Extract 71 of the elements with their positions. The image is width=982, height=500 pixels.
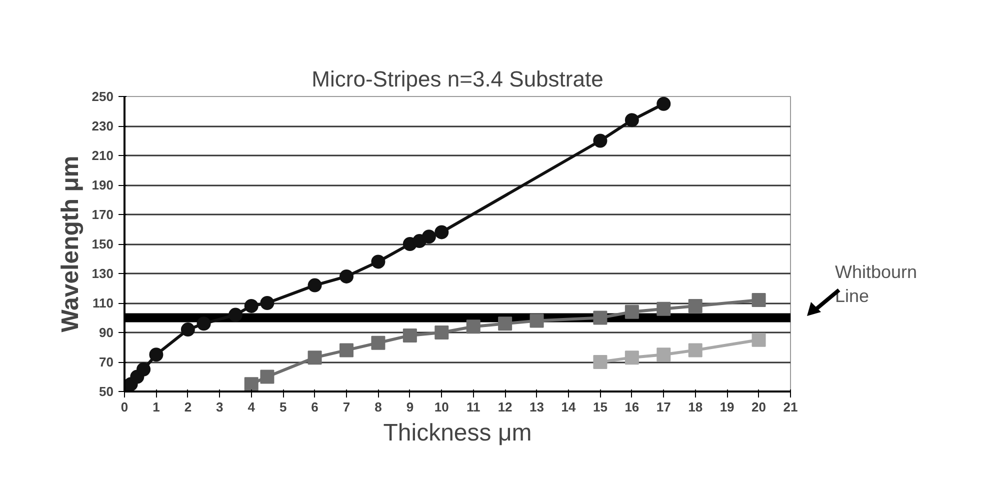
y-tick-label: 90 [99, 325, 114, 340]
point [371, 336, 386, 350]
point [136, 362, 151, 376]
y-tick-label: 210 [92, 148, 114, 163]
point [228, 308, 242, 322]
point [656, 302, 671, 316]
point [656, 96, 671, 111]
x-tick-label: 1 [152, 400, 160, 414]
point [434, 225, 449, 240]
x-tick-label: 15 [592, 400, 608, 414]
x-tick-label: 0 [120, 400, 128, 414]
x-tick-label: 12 [498, 400, 512, 414]
x-tick-label: 17 [656, 400, 671, 414]
point [624, 304, 639, 319]
x-tick-label: 2 [184, 400, 192, 414]
point [260, 296, 274, 310]
point [624, 113, 639, 128]
point [688, 298, 702, 313]
point [244, 377, 258, 392]
x-tick-label: 8 [374, 400, 382, 414]
x-tick-label: 9 [406, 400, 414, 414]
x-tick-label: 10 [434, 400, 449, 414]
y-tick-label: 250 [92, 89, 114, 104]
point [593, 310, 608, 325]
point [308, 278, 322, 292]
x-tick-label: 6 [311, 400, 318, 414]
point [530, 314, 544, 328]
point [149, 348, 164, 362]
y-tick-label: 130 [92, 266, 114, 281]
point [593, 355, 608, 369]
point [371, 254, 386, 269]
x-tick-label: 13 [530, 400, 544, 414]
point [422, 230, 436, 244]
y-tick-label: 230 [92, 118, 114, 134]
point [752, 332, 766, 347]
x-axis-title: Thickness μm [383, 420, 532, 446]
y-tick-label: 190 [92, 178, 114, 192]
x-tick-label: 21 [783, 400, 798, 414]
point [656, 348, 671, 362]
x-tick-label: 7 [342, 400, 350, 414]
point [340, 269, 354, 284]
x-tick-label: 16 [624, 400, 640, 414]
y-tick-label: 150 [92, 236, 114, 252]
point [498, 316, 512, 331]
y-tick-label: 110 [92, 296, 114, 310]
y-tick-label: 70 [99, 354, 114, 370]
y-axis-title: Wavelength μm [56, 156, 84, 332]
x-tick-label: 3 [216, 400, 224, 414]
x-tick-label: 14 [561, 400, 576, 414]
x-tick-label: 4 [248, 400, 256, 414]
point [340, 343, 354, 358]
point [308, 350, 322, 365]
x-tick-label: 5 [279, 400, 287, 414]
chart-title: Micro-Stripes n=3.4 Substrate [312, 66, 604, 92]
y-tick-label: 50 [99, 384, 114, 399]
point [624, 350, 639, 365]
point [593, 134, 608, 148]
point [402, 328, 417, 342]
point [466, 320, 480, 334]
x-tick-label: 20 [752, 400, 766, 414]
x-tick-label: 11 [466, 400, 480, 414]
point [196, 316, 211, 331]
x-tick-label: 18 [688, 400, 703, 414]
point [244, 298, 258, 313]
point [752, 293, 766, 308]
y-tick-label: 170 [92, 207, 114, 222]
x-tick-label: 19 [720, 400, 734, 414]
point [688, 343, 702, 358]
point [434, 326, 449, 340]
point [260, 370, 274, 384]
point [180, 322, 195, 337]
